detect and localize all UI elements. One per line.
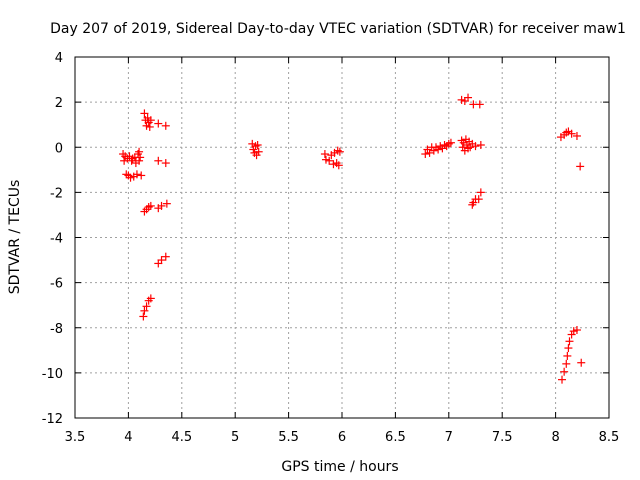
data-point [253,140,262,149]
data-point [425,148,434,157]
data-point [474,195,483,204]
data-point [476,140,485,149]
data-point [577,358,586,367]
axis-ticks [74,56,610,419]
y-tick-label: -12 [42,412,63,427]
data-point [567,129,576,138]
y-tick-label: 0 [55,141,63,156]
x-tick-label: 8 [551,430,559,445]
data-point [476,188,485,197]
x-tick-label: 6.5 [385,430,406,445]
x-tick-label: 3.5 [65,430,86,445]
data-point [565,337,574,346]
data-point [421,150,430,159]
data-point [132,170,141,179]
data-point [572,131,581,140]
y-tick-label: -2 [50,186,63,201]
data-point [142,302,151,311]
data-point [154,156,163,165]
x-tick-label: 7 [445,430,453,445]
data-point [146,294,155,303]
data-point [563,351,572,360]
y-axis-label: SDTVAR / TECUs [7,180,23,295]
x-axis-label: GPS time / hours [281,459,398,475]
data-point [562,359,571,368]
x-tick-label: 6 [338,430,346,445]
data-point [576,162,585,171]
x-tick-label: 8.5 [599,430,620,445]
data-point [475,100,484,109]
y-tick-label: 4 [55,51,63,66]
data-point [139,312,148,321]
data-point [136,153,145,162]
data-point [334,161,343,170]
data-point [157,256,166,265]
data-point [560,367,569,376]
data-point [464,93,473,102]
data-point [335,147,344,156]
data-point [162,199,171,208]
data-point [157,201,166,210]
data-point [145,122,154,131]
data-point [135,147,144,156]
y-tick-label: 2 [55,96,63,111]
data-point [161,159,170,168]
data-point [146,201,155,210]
y-tick-labels: -12 -10 -8 -6 -4 -2 0 2 4 [42,51,63,427]
data-point [558,375,567,384]
data-point [446,138,455,147]
x-tick-label: 7.5 [492,430,513,445]
x-tick-label: 4.5 [171,430,192,445]
chart-title: Day 207 of 2019, Sidereal Day-to-day VTE… [50,21,626,37]
x-tick-label: 5 [231,430,239,445]
data-point [140,109,149,118]
data-point [320,150,329,159]
x-tick-label: 4 [124,430,132,445]
y-tick-label: -6 [50,277,63,292]
data-point [325,156,334,165]
data-point [146,116,155,125]
data-point [161,121,170,130]
data-point [572,326,581,335]
y-tick-label: -4 [50,232,63,247]
data-point [137,171,146,180]
x-tick-label: 5.5 [278,430,299,445]
x-tick-labels: 3.5 4 4.5 5 5.5 6 6.5 7 7.5 8 8.5 [65,430,620,445]
data-point [254,147,263,156]
data-point [135,156,144,165]
y-tick-label: -10 [42,367,63,382]
data-point [471,142,480,151]
data-point [140,306,149,315]
data-point [154,119,163,128]
y-tick-label: -8 [50,322,63,337]
data-point [564,344,573,353]
grid [75,57,609,418]
data-point [161,252,170,261]
data-points [119,93,586,384]
